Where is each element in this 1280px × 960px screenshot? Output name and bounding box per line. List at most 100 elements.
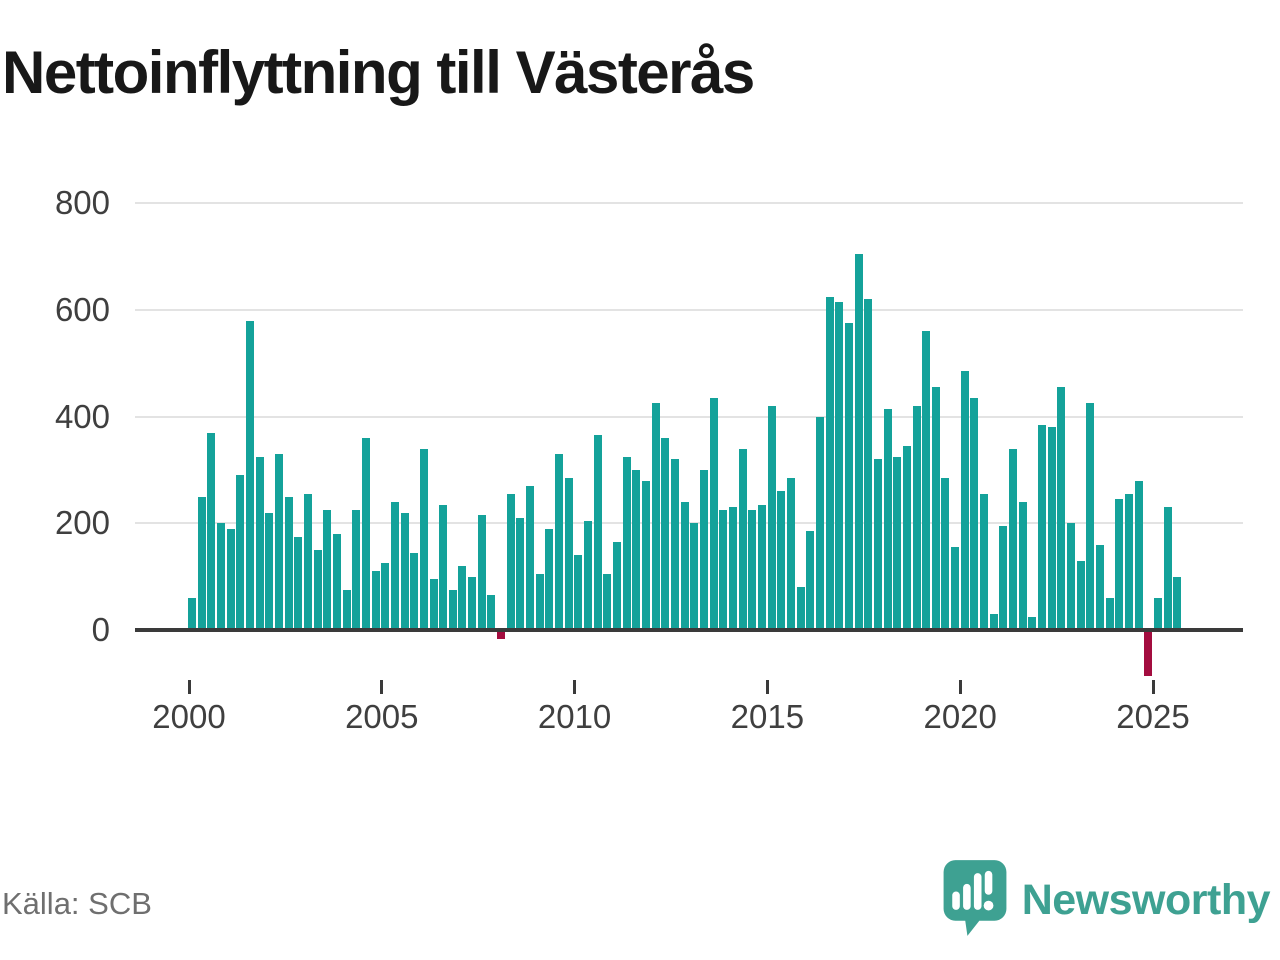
bar — [487, 595, 496, 630]
bar — [526, 485, 535, 630]
bar — [188, 597, 196, 630]
brand-footer: Newsworthy — [942, 859, 1271, 940]
bar — [1018, 501, 1027, 630]
bar — [574, 555, 583, 630]
y-axis-label: 400 — [54, 397, 110, 435]
bar — [1154, 597, 1162, 630]
bar — [873, 459, 882, 630]
bar — [1115, 499, 1124, 630]
x-axis-tick — [380, 680, 384, 694]
bar — [197, 496, 206, 630]
bar — [941, 477, 950, 630]
bar — [864, 299, 873, 630]
bar — [844, 323, 853, 630]
bar — [835, 301, 844, 630]
bar — [255, 456, 264, 630]
x-axis-tick — [958, 680, 962, 694]
bar — [439, 504, 448, 630]
bar — [748, 509, 757, 630]
x-axis-tick — [1151, 680, 1155, 694]
bar — [477, 515, 486, 630]
bar — [728, 507, 737, 630]
bar — [419, 448, 428, 630]
bar — [651, 403, 660, 630]
bar — [1028, 616, 1037, 630]
bar — [545, 528, 554, 630]
bar — [912, 405, 921, 630]
bar — [1105, 597, 1114, 630]
bar — [400, 512, 409, 630]
bar — [342, 589, 351, 630]
gridline — [135, 202, 1243, 205]
bar — [265, 512, 274, 630]
bar — [999, 525, 1008, 630]
bar — [1009, 448, 1018, 630]
bar — [709, 397, 718, 630]
bar — [535, 573, 544, 630]
bar — [1163, 507, 1172, 630]
bar — [564, 477, 573, 630]
y-axis-label: 0 — [91, 611, 110, 648]
x-axis-tick — [765, 680, 769, 694]
bar — [757, 504, 766, 630]
bar — [1086, 403, 1095, 630]
bar — [690, 523, 699, 630]
bar — [825, 296, 834, 630]
bar — [1047, 427, 1056, 630]
bar — [777, 491, 786, 630]
y-axis-label: 800 — [54, 184, 110, 222]
bar — [593, 435, 602, 630]
bar — [506, 493, 515, 630]
bar — [555, 453, 564, 630]
bar — [361, 437, 370, 630]
bar — [989, 613, 998, 630]
x-axis-line — [135, 628, 1243, 632]
bar — [970, 397, 979, 630]
bar — [786, 477, 795, 630]
gridline — [135, 415, 1243, 418]
bar — [313, 549, 322, 630]
bar — [216, 523, 225, 630]
bar — [642, 480, 651, 630]
bar-negative — [497, 631, 506, 639]
x-axis-label: 2010 — [537, 698, 612, 735]
bar — [381, 563, 390, 630]
bar — [1096, 544, 1105, 630]
bar — [603, 573, 612, 630]
bar — [699, 469, 708, 630]
bar — [980, 493, 989, 630]
x-axis-tick — [187, 680, 191, 694]
bar — [613, 541, 622, 630]
bar — [632, 469, 641, 630]
x-axis-label: 2015 — [730, 698, 805, 735]
y-axis-label: 600 — [54, 290, 110, 328]
bar — [468, 576, 477, 630]
bar — [207, 432, 216, 630]
bar — [226, 528, 235, 630]
chart-title: Nettoinflyttning till Västerås — [2, 39, 755, 106]
bar — [516, 517, 525, 630]
bar — [236, 475, 245, 630]
bar — [458, 565, 467, 630]
bar — [854, 253, 863, 630]
bar — [245, 320, 254, 630]
bar — [738, 448, 747, 630]
bar — [303, 493, 312, 630]
source-note: Källa: SCB — [2, 886, 152, 921]
y-axis-label: 200 — [54, 504, 110, 542]
bar — [284, 496, 293, 630]
x-axis-label: 2000 — [152, 698, 226, 735]
bar — [680, 501, 689, 630]
bar — [274, 453, 283, 630]
bar-negative — [1144, 631, 1153, 677]
bar — [1038, 424, 1047, 630]
bar — [1057, 387, 1066, 630]
bar — [448, 589, 457, 630]
bar — [294, 536, 303, 630]
bar — [883, 408, 892, 630]
gridline — [135, 308, 1243, 311]
bar — [767, 405, 776, 630]
bar — [1134, 480, 1143, 630]
